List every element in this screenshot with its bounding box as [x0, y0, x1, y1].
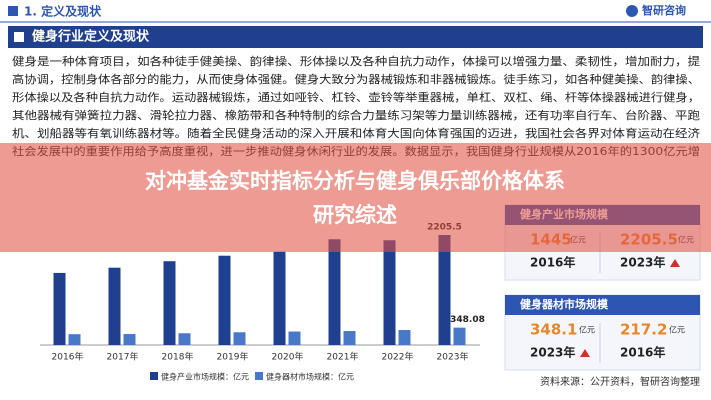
- up-arrow: [580, 349, 590, 357]
- x-tick-label: 2018年: [162, 351, 194, 363]
- card-year: 2016年: [620, 345, 665, 360]
- bar: [453, 327, 466, 345]
- card-title: 健身器材市场规模: [520, 297, 609, 311]
- bar: [328, 239, 341, 345]
- logo: 智研咨询: [642, 3, 686, 17]
- data-label: 348.08: [450, 315, 485, 325]
- bar: [233, 332, 246, 345]
- x-tick-label: 2023年: [437, 351, 469, 363]
- card-unit: 亿元: [579, 325, 595, 335]
- banner: [0, 143, 711, 252]
- x-tick-label: 2017年: [107, 351, 139, 363]
- card-unit: 亿元: [669, 325, 685, 335]
- card-value: 348.1: [530, 321, 577, 339]
- legend-label: 健身产业市场规模：亿元: [161, 372, 249, 382]
- section-title: 健身行业定义及现状: [32, 29, 150, 45]
- paragraph-line: 高协调，控制身体各部分的能力，从而使身体强健。健身大致分为器械锻炼和非器械锻炼。…: [12, 72, 700, 86]
- bar: [178, 333, 191, 345]
- card-value: 217.2: [620, 321, 667, 339]
- up-arrow: [670, 259, 680, 267]
- paragraph-line: 机、划船器等有氧训练器材等。随着全民健身活动的深入开展和体育大国向体育强国的迈进…: [12, 126, 700, 140]
- bar: [218, 255, 231, 345]
- card-year: 2016年: [530, 255, 575, 270]
- x-tick-label: 2021年: [327, 351, 359, 363]
- bar: [53, 272, 66, 345]
- paragraph-line: 形体操以及各种自抗力动作。运动器械锻炼，通过如哑铃、杠铃、壶铃等举重器械，单杠、…: [12, 90, 700, 104]
- x-tick-label: 2019年: [217, 351, 249, 363]
- banner-line: 对冲基金实时指标分析与健身俱乐部价格体系: [145, 169, 565, 193]
- bar: [68, 334, 81, 345]
- bar: [288, 331, 301, 345]
- title-bar: [8, 26, 703, 48]
- bar: [398, 330, 411, 345]
- legend-label: 健身器材市场规模：亿元: [266, 372, 354, 382]
- bar: [383, 240, 396, 345]
- card-year: 2023年: [620, 255, 665, 270]
- card-year: 2023年: [530, 345, 575, 360]
- x-tick-label: 2022年: [382, 351, 414, 363]
- x-tick-label: 2016年: [52, 351, 84, 363]
- card-header: [505, 295, 700, 315]
- x-tick-label: 2020年: [272, 351, 304, 363]
- bar: [343, 331, 356, 345]
- section-icon: [8, 6, 18, 16]
- paragraph-line: 其他器械有弹簧拉力器、滑轮拉力器、橡筋带和各种特制的综合力量练习架等力量训练器械…: [12, 108, 700, 122]
- bar: [438, 235, 451, 345]
- title-icon: [14, 32, 24, 42]
- paragraph-line: 健身是一种体育项目，如各种徒手健美操、韵律操、形体操以及各种自抗力动作，体操可以…: [12, 54, 700, 68]
- legend-swatch: [255, 372, 263, 380]
- legend-swatch: [150, 372, 158, 380]
- source: 资料来源：公开资料，智研咨询整理: [540, 375, 700, 388]
- bar: [108, 267, 121, 345]
- bar: [273, 251, 286, 345]
- banner-line: 研究综述: [313, 203, 397, 227]
- section-label: 1. 定义及现状: [24, 4, 102, 19]
- bar: [163, 261, 176, 345]
- bar: [123, 334, 136, 345]
- logo-icon: [626, 5, 638, 17]
